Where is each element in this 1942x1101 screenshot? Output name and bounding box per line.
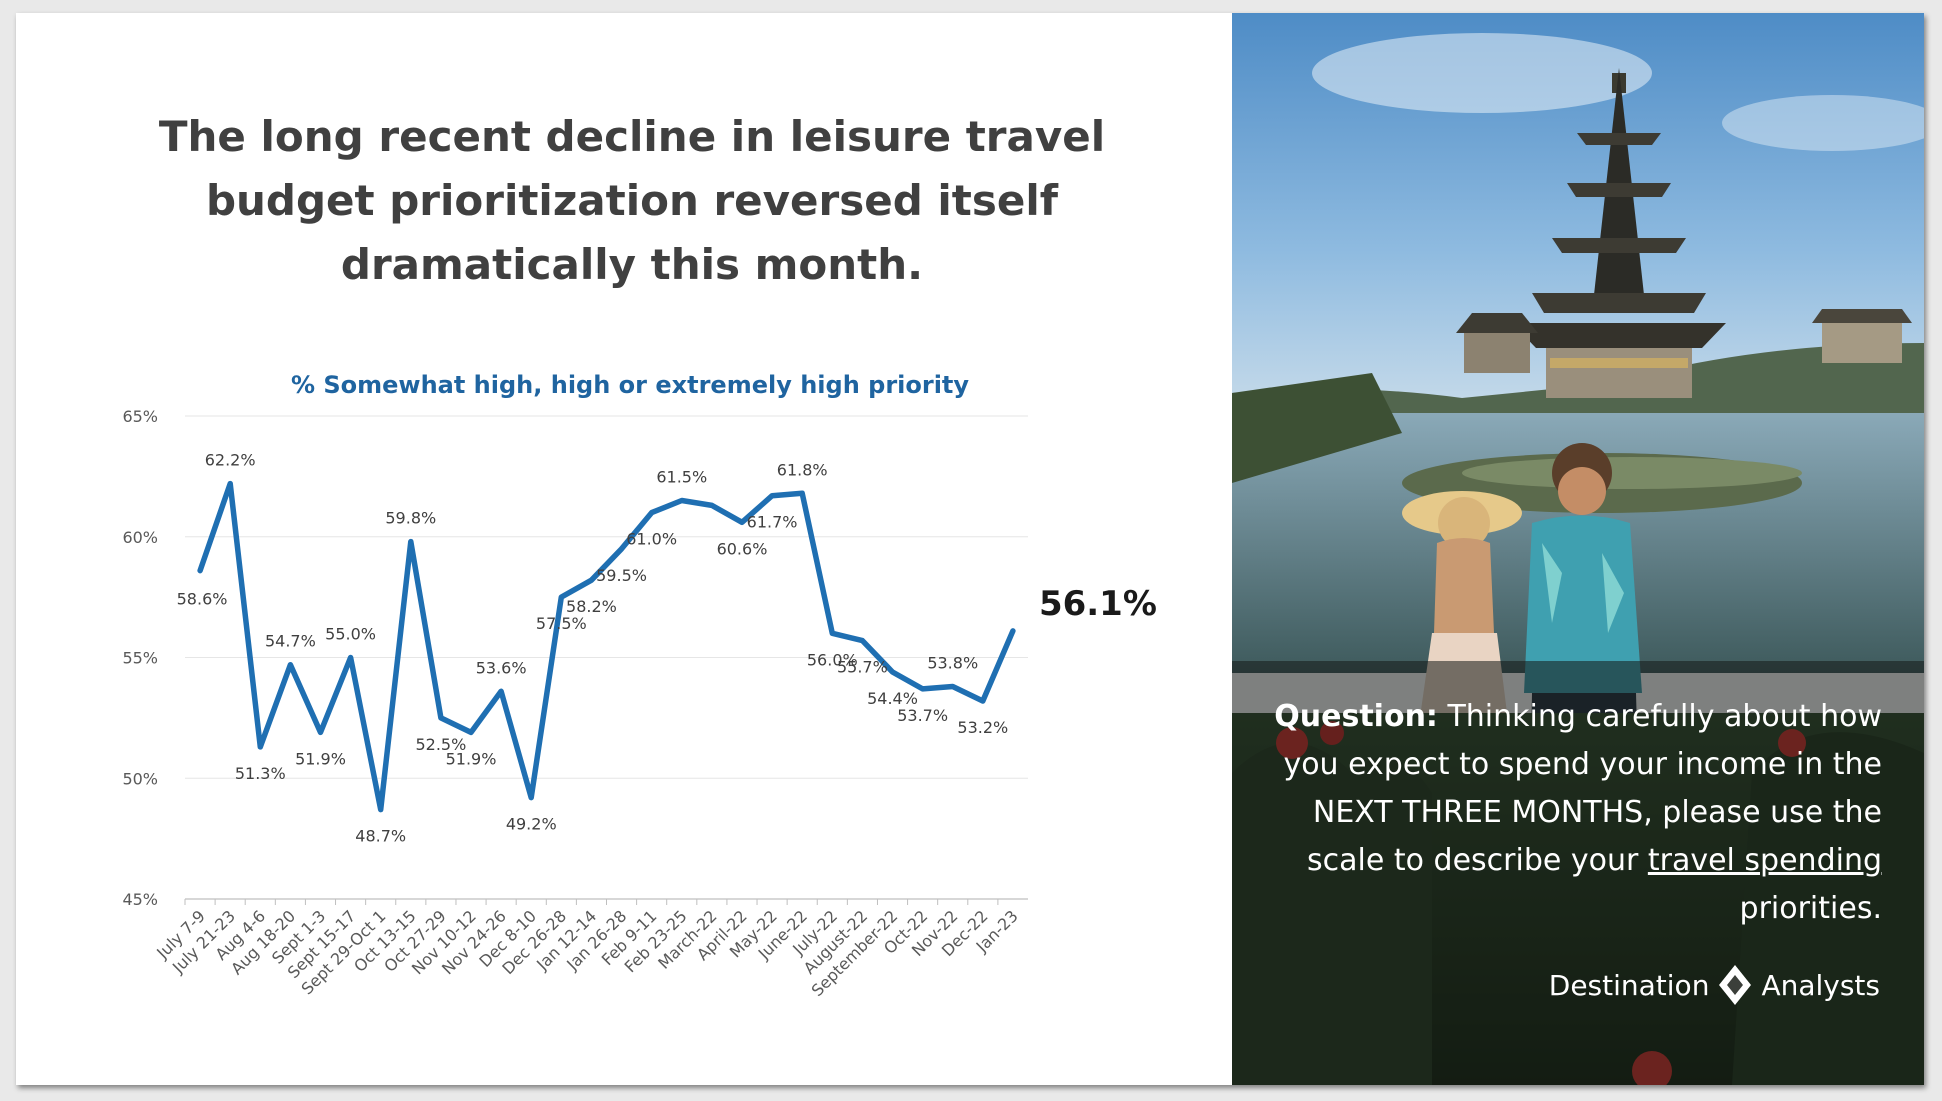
data-label: 59.5% xyxy=(596,566,647,585)
pagoda-icon xyxy=(1512,68,1726,398)
data-label: 54.7% xyxy=(265,632,316,651)
data-label: 58.2% xyxy=(566,597,617,616)
data-label: 51.9% xyxy=(446,749,497,768)
data-label: 53.7% xyxy=(897,706,948,725)
data-label: 55.0% xyxy=(325,625,376,644)
question-end: priorities. xyxy=(1739,891,1882,926)
data-label: 53.2% xyxy=(957,718,1008,737)
data-label: 59.8% xyxy=(385,509,436,528)
data-labels: 58.6% 62.2% 51.3% 54.7% 51.9% 55.0% 48.7% 59.8%… xyxy=(177,451,1157,846)
series-line xyxy=(197,480,1016,813)
chart-title: % Somewhat high, high or extremely high … xyxy=(291,371,969,399)
data-label: 62.2% xyxy=(205,451,256,470)
question-underlined: travel spending xyxy=(1647,843,1882,878)
diamond-logo-icon xyxy=(1719,965,1752,1005)
y-tick-label: 60% xyxy=(122,528,158,547)
series xyxy=(197,480,1016,813)
question-text: Question: Thinking carefully about how y… xyxy=(1272,693,1882,933)
y-tick-label: 50% xyxy=(122,769,158,788)
data-label: 56.0% xyxy=(807,650,858,669)
question-box: Question: Thinking carefully about how y… xyxy=(1232,661,1924,1085)
data-label: 51.9% xyxy=(295,749,346,768)
data-label: 55.7% xyxy=(837,658,888,677)
question-body: Thinking carefully about how you expect … xyxy=(1283,699,1882,878)
data-label: 49.2% xyxy=(506,815,557,834)
data-label: 61.5% xyxy=(656,468,707,487)
slide: The long recent decline in leisure trave… xyxy=(16,13,1924,1085)
data-label: 57.5% xyxy=(536,614,587,633)
y-tick-label: 55% xyxy=(122,649,158,668)
data-label: 61.0% xyxy=(626,530,677,549)
line-chart: % Somewhat high, high or extremely high … xyxy=(122,371,1157,1000)
data-label: 61.8% xyxy=(777,460,828,479)
highlight-data-label: 56.1% xyxy=(1039,584,1157,624)
brand-name-left: Destination xyxy=(1548,968,1710,1002)
data-label: 61.7% xyxy=(747,513,798,532)
data-label: 52.5% xyxy=(415,735,466,754)
data-label: 48.7% xyxy=(355,827,406,846)
brand-name-right: Analysts xyxy=(1761,968,1880,1002)
y-tick-label: 45% xyxy=(122,890,158,909)
data-label: 58.6% xyxy=(177,590,228,609)
data-label: 51.3% xyxy=(235,764,286,783)
chart-gridlines xyxy=(185,415,1028,779)
data-label: 53.8% xyxy=(927,653,978,672)
y-axis: 45% 50% 55% 60% 65% xyxy=(122,407,158,909)
brand-logo: Destination Analysts xyxy=(1549,963,1880,1007)
headline: The long recent decline in leisure trave… xyxy=(158,112,1106,289)
data-label: 60.6% xyxy=(717,539,768,558)
question-lead: Question: xyxy=(1274,699,1438,734)
y-tick-label: 65% xyxy=(122,407,158,426)
photo-panel: Question: Thinking carefully about how y… xyxy=(1232,13,1924,1085)
data-label: 54.4% xyxy=(867,689,918,708)
data-label: 53.6% xyxy=(476,658,527,677)
